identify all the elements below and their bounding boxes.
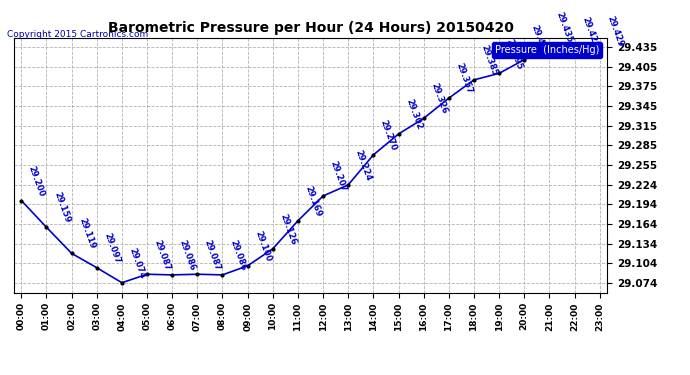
Text: Copyright 2015 Cartronics.com: Copyright 2015 Cartronics.com (7, 30, 148, 39)
Text: 29.086: 29.086 (228, 239, 248, 272)
Text: 29.435: 29.435 (555, 11, 575, 45)
Text: 29.395: 29.395 (504, 37, 524, 70)
Text: 29.428: 29.428 (580, 16, 600, 49)
Text: 29.416: 29.416 (530, 23, 549, 57)
Text: 29.087: 29.087 (203, 238, 222, 272)
Text: 29.429: 29.429 (605, 15, 624, 48)
Text: 29.086: 29.086 (178, 239, 197, 272)
Text: 29.159: 29.159 (52, 191, 72, 225)
Legend: Pressure  (Inches/Hg): Pressure (Inches/Hg) (492, 42, 602, 58)
Text: 29.087: 29.087 (152, 238, 172, 272)
Text: 29.207: 29.207 (328, 160, 348, 193)
Text: 29.326: 29.326 (429, 82, 448, 116)
Title: Barometric Pressure per Hour (24 Hours) 20150420: Barometric Pressure per Hour (24 Hours) … (108, 21, 513, 35)
Text: 29.126: 29.126 (278, 212, 298, 246)
Text: 29.097: 29.097 (102, 232, 121, 265)
Text: 29.385: 29.385 (480, 44, 499, 77)
Text: 29.357: 29.357 (454, 62, 474, 95)
Text: 29.224: 29.224 (354, 148, 373, 182)
Text: 29.074: 29.074 (128, 246, 147, 280)
Text: 29.100: 29.100 (253, 230, 273, 263)
Text: 29.169: 29.169 (304, 184, 323, 218)
Text: 29.119: 29.119 (77, 217, 97, 250)
Text: 29.200: 29.200 (27, 164, 46, 198)
Text: 29.270: 29.270 (379, 119, 398, 152)
Text: 29.302: 29.302 (404, 98, 424, 131)
